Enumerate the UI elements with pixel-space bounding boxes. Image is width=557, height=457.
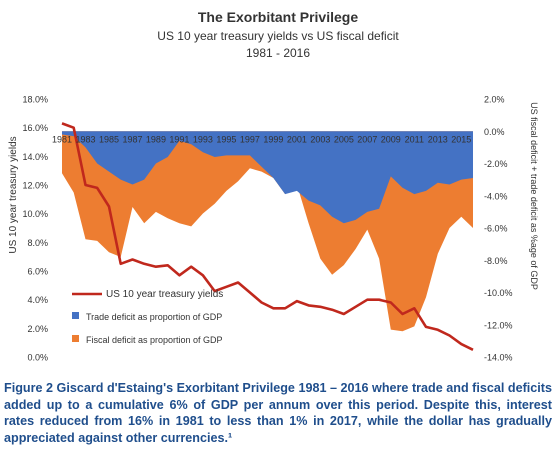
chart-title: The Exorbitant Privilege: [198, 9, 358, 25]
y-right-tick-label: -10.0%: [484, 288, 513, 298]
legend-label: Trade deficit as proportion of GDP: [86, 312, 222, 322]
chart-subtitle: US 10 year treasury yields vs US fiscal …: [157, 29, 399, 43]
x-tick-label: 1997: [240, 134, 260, 144]
y-right-tick-label: -12.0%: [484, 320, 513, 330]
y-left-tick-label: 16.0%: [22, 123, 48, 133]
y-right-tick-label: -14.0%: [484, 353, 513, 363]
axes-layer: 0.0% 2.0% 4.0% 6.0% 8.0% 10.0% 12.0% 14.0% 16.0%…: [22, 95, 512, 363]
y-left-tick-label: 14.0%: [22, 152, 48, 162]
line-layer: [61, 122, 474, 351]
treasury-yield-line: [61, 122, 474, 351]
y-right-tick-label: -4.0%: [484, 191, 508, 201]
legend-label: Fiscal deficit as proportion of GDP: [86, 335, 223, 345]
x-tick-label: 2009: [381, 134, 401, 144]
x-tick-label: 2013: [428, 134, 448, 144]
x-tick-label: 1991: [169, 134, 189, 144]
legend-swatch: [72, 335, 79, 342]
y-left-tick-label: 4.0%: [27, 295, 48, 305]
trade-deficit-area: [62, 131, 473, 224]
x-tick-label: 2007: [357, 134, 377, 144]
area-layer: [62, 131, 473, 332]
x-tick-label: 2003: [310, 134, 330, 144]
x-tick-label: 1981: [52, 134, 72, 144]
x-tick-label: 1989: [146, 134, 166, 144]
y-left-tick-label: 6.0%: [27, 267, 48, 277]
y-right-tick-label: -2.0%: [484, 159, 508, 169]
y-left-tick-label: 18.0%: [22, 95, 48, 105]
y-left-tick-label: 0.0%: [27, 353, 48, 363]
legend: US 10 year treasury yields Trade deficit …: [72, 289, 223, 345]
y-left-tick-label: 8.0%: [27, 238, 48, 248]
x-tick-label: 1995: [216, 134, 236, 144]
y-left-tick-label: 10.0%: [22, 209, 48, 219]
x-tick-label: 2005: [334, 134, 354, 144]
figure-caption: Figure 2 Giscard d'Estaing's Exorbitant …: [4, 381, 552, 445]
y-axis-left-label: US 10 year treasury yields: [8, 136, 19, 253]
y-right-tick-label: 0.0%: [484, 127, 505, 137]
legend-label: US 10 year treasury yields: [106, 289, 223, 300]
y-right-tick-label: -8.0%: [484, 256, 508, 266]
chart-subtitle-years: 1981 - 2016: [246, 46, 310, 60]
y-right-tick-label: 2.0%: [484, 95, 505, 105]
y-left-tick-label: 2.0%: [27, 324, 48, 334]
chart: The Exorbitant Privilege US 10 year trea…: [8, 9, 539, 363]
x-tick-label: 1999: [263, 134, 283, 144]
y-right-tick-label: -6.0%: [484, 224, 508, 234]
x-tick-label: 1985: [99, 134, 119, 144]
y-left-tick-label: 12.0%: [22, 181, 48, 191]
legend-swatch: [72, 312, 79, 319]
x-tick-label: 2011: [405, 134, 424, 144]
y-axis-right-label: US fiscal deficit + trade deficit as %ag…: [529, 102, 539, 290]
x-tick-label: 1993: [193, 134, 213, 144]
x-tick-label: 2001: [287, 134, 307, 144]
x-tick-label: 1987: [122, 134, 142, 144]
x-tick-label: 1983: [75, 134, 95, 144]
x-tick-label: 2015: [451, 134, 471, 144]
